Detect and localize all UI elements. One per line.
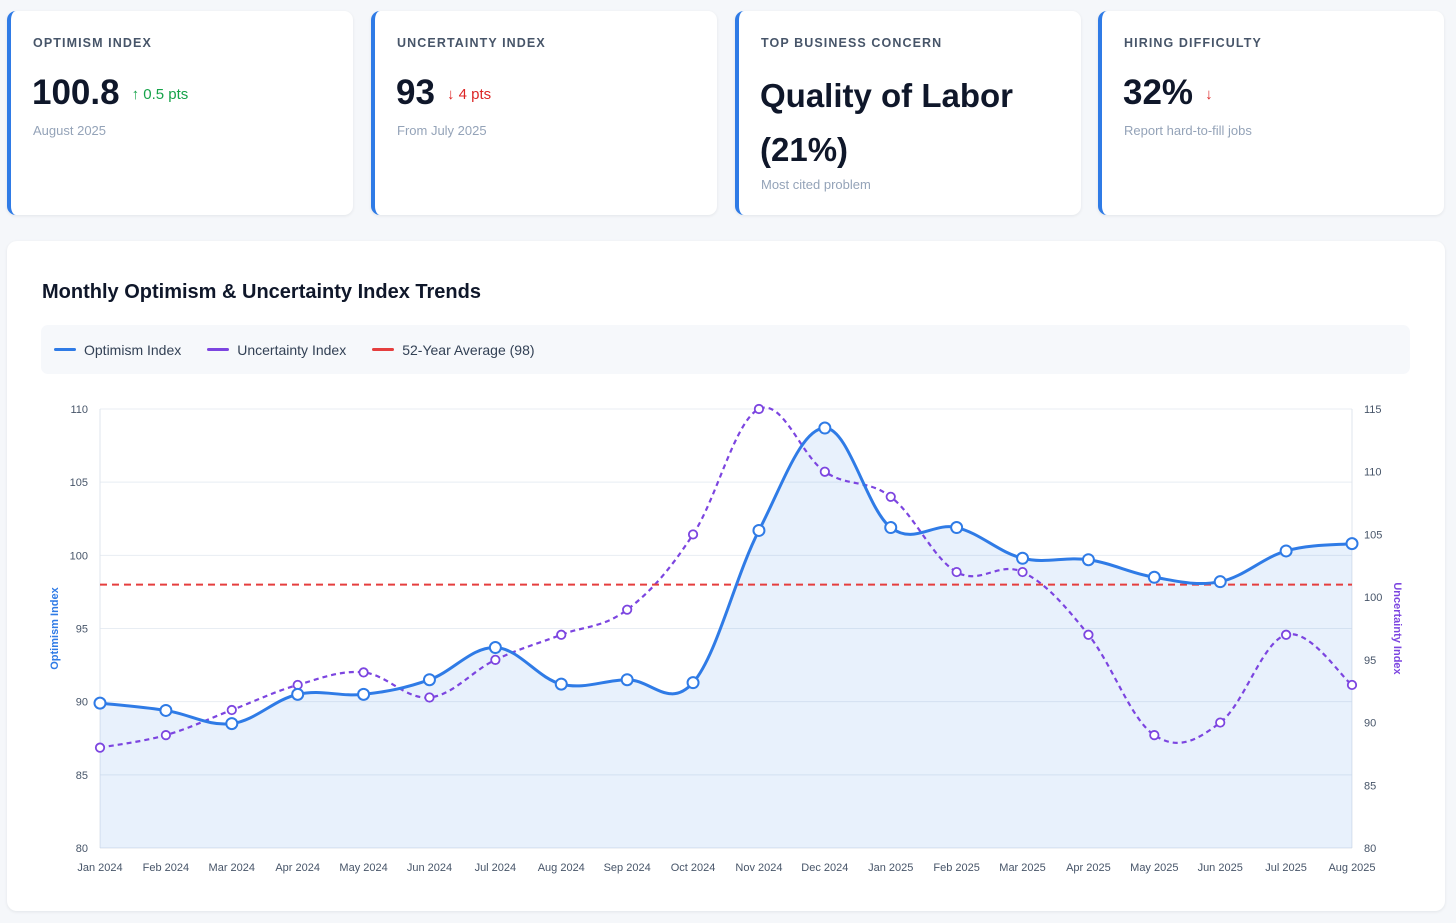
card-value-text: 32% [1123,73,1194,112]
legend-label: 52-Year Average (98) [402,341,535,358]
legend-swatch-optimism [54,348,76,351]
card-value-text: 100.8 [32,73,120,112]
card-value: Quality of Labor (21%) [760,77,1014,168]
stat-card-top-concern: TOP BUSINESS CONCERN Quality of Labor (2… [735,11,1081,215]
legend-item-optimism[interactable]: Optimism Index [54,342,181,358]
legend-swatch-uncertainty [207,348,230,351]
chart-title: Monthly Optimism & Uncertainty Index Tre… [42,281,481,303]
legend-label: Optimism Index [84,341,182,358]
card-subtext: From July 2025 [397,123,487,138]
card-subtext: Most cited problem [761,177,871,192]
stat-card-hiring-difficulty: HIRING DIFFICULTY 32% ↓ Report hard-to-fi… [1098,11,1444,215]
legend-swatch-average [372,348,395,351]
card-change: ↓ [1205,86,1213,103]
card-label: UNCERTAINTY INDEX [397,36,546,50]
legend-label: Uncertainty Index [237,341,347,358]
card-change: ↑ 0.5 pts [131,86,189,103]
stat-card-uncertainty: UNCERTAINTY INDEX 93 ↓ 4 pts From July 20… [371,11,717,215]
card-subtext: August 2025 [33,123,107,138]
card-value: 32% ↓ [1123,73,1213,113]
card-label: OPTIMISM INDEX [33,36,152,50]
stat-card-optimism: OPTIMISM INDEX 100.8 ↑ 0.5 pts August 202… [7,11,353,215]
card-label: TOP BUSINESS CONCERN [761,36,943,50]
card-value: 100.8 ↑ 0.5 pts [32,73,188,113]
card-subtext: Report hard-to-fill jobs [1124,123,1252,138]
legend-item-uncertainty[interactable]: Uncertainty Index [207,342,346,358]
card-value: 93 ↓ 4 pts [396,73,491,113]
card-change: ↓ 4 pts [446,86,492,103]
chart-legend: Optimism Index Uncertainty Index 52-Year… [41,325,1410,374]
legend-item-average[interactable]: 52-Year Average (98) [372,341,535,358]
card-label: HIRING DIFFICULTY [1124,36,1262,50]
card-value-text: 93 [396,73,435,112]
chart-panel: Monthly Optimism & Uncertainty Index Tre… [7,241,1445,911]
